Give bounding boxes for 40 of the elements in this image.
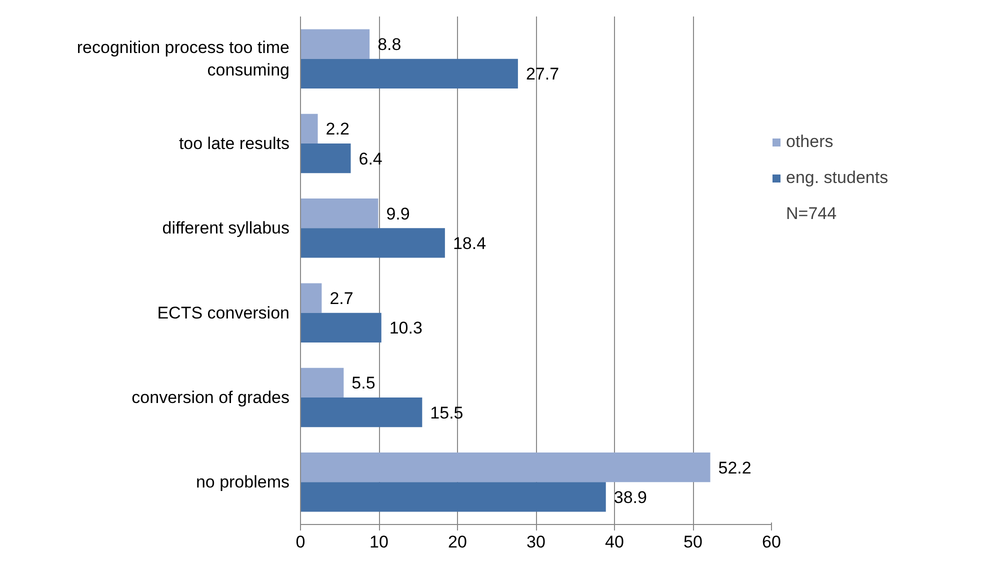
data-label: 2.7 [330,289,354,308]
x-tick-label: 20 [448,532,467,552]
bar [300,482,606,512]
data-label: 52.2 [718,458,752,478]
data-label: 2.2 [326,120,350,139]
x-tick-label: 40 [605,532,624,552]
bar [300,452,710,482]
bar [300,312,382,342]
data-label: 5.5 [352,374,376,393]
x-tick-label: 0 [296,532,306,552]
y-tick-label: too late results [178,134,290,153]
text: N=744 [786,204,837,224]
y-tick-label: conversion of grades [132,388,290,407]
data-label: 15.5 [430,403,464,422]
data-label: 9.9 [386,204,410,224]
bar [300,368,344,398]
x-tick-label: 10 [370,532,388,552]
bar [300,29,370,59]
x-tick-label: 60 [762,532,781,552]
data-label: 18.4 [452,234,486,253]
y-tick-label: ECTS conversion [157,303,290,322]
bar [300,114,318,144]
data-label: 6.4 [358,149,382,168]
bar [300,283,322,313]
bar [300,398,422,428]
y-tick-label: no problems [196,472,290,492]
data-label: 10.3 [389,318,422,338]
legend-label: others [786,132,834,152]
data-label: 38.9 [614,488,647,507]
x-tick-label: 30 [526,532,546,552]
bar [300,198,378,228]
x-tick-label: 50 [684,532,702,552]
y-tick-label: recognition process too time consuming [76,38,290,80]
bar [300,144,351,174]
bar [300,58,518,88]
data-label: 27.7 [526,64,560,84]
bar [300,228,445,258]
legend-label: eng. students [786,168,888,188]
data-label: 8.8 [378,35,402,54]
y-tick-label: different syllabus [162,218,290,238]
